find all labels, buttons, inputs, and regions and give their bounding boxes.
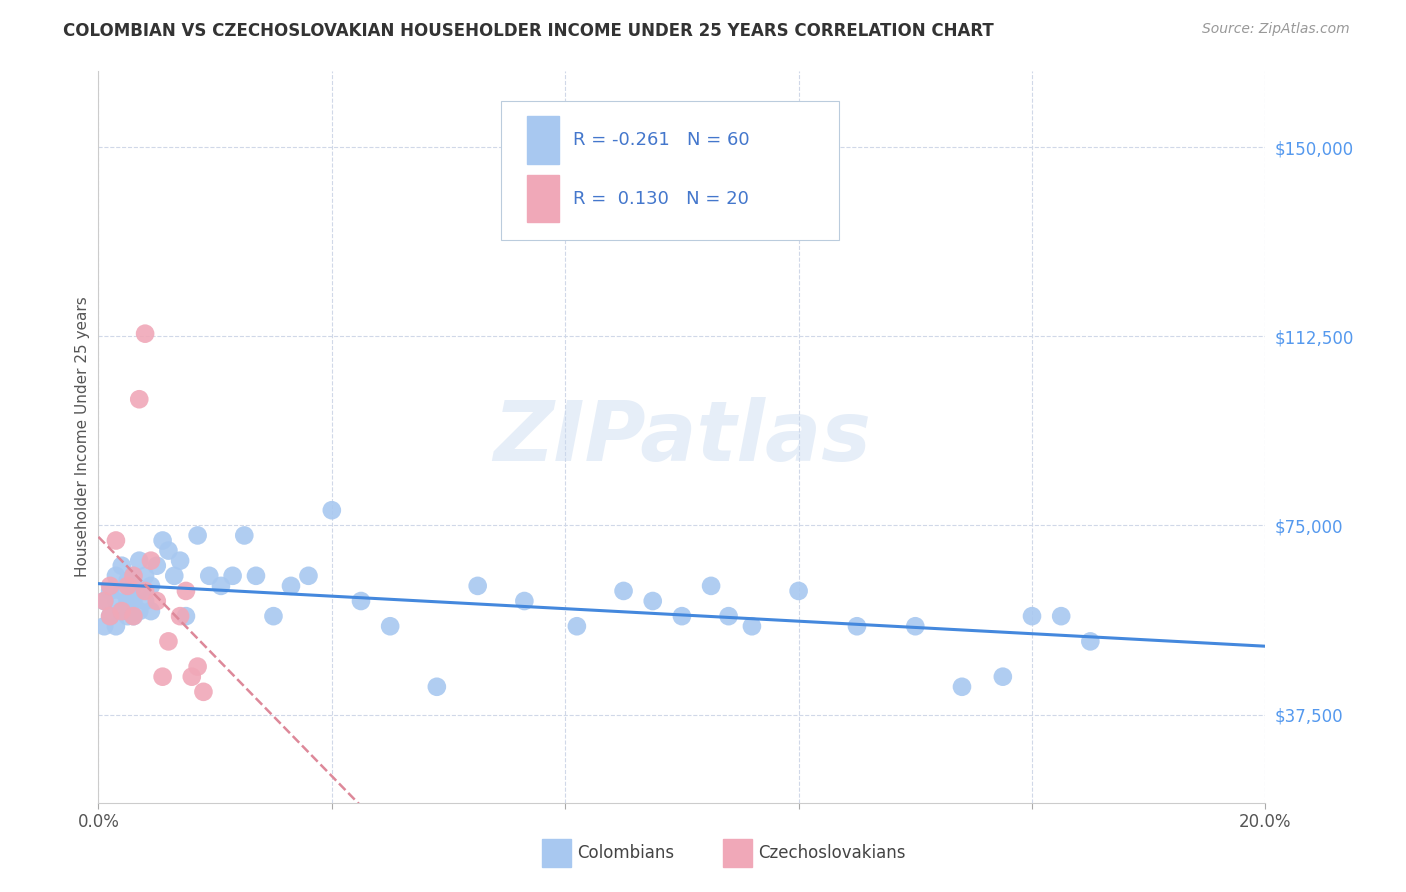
Point [98, 583, 121, 598]
Point [245, 569, 267, 583]
Point [174, 609, 197, 624]
Point [152, 533, 174, 548]
Point [157, 543, 180, 558]
Point [380, 619, 402, 633]
Point [297, 569, 319, 583]
Point [426, 680, 449, 694]
Point [111, 558, 134, 573]
Point [128, 392, 150, 407]
Point [98, 609, 121, 624]
Bar [527, 116, 560, 164]
Point [717, 609, 740, 624]
Point [139, 554, 162, 568]
Point [741, 619, 763, 633]
Point [104, 619, 127, 633]
Point [193, 685, 215, 699]
Point [187, 528, 209, 542]
Text: R = -0.261   N = 60: R = -0.261 N = 60 [574, 131, 749, 149]
Text: Source: ZipAtlas.com: Source: ZipAtlas.com [1202, 22, 1350, 37]
Point [146, 594, 169, 608]
Point [1050, 609, 1073, 624]
Point [233, 528, 256, 542]
Point [157, 634, 180, 648]
Point [104, 533, 127, 548]
Bar [527, 175, 560, 222]
Point [128, 583, 150, 598]
Point [128, 554, 150, 568]
Point [139, 579, 162, 593]
Point [134, 583, 156, 598]
Point [163, 569, 186, 583]
Point [180, 670, 202, 684]
Point [134, 594, 156, 608]
Point [187, 659, 209, 673]
Point [104, 569, 127, 583]
Point [169, 554, 191, 568]
Point [280, 579, 302, 593]
Point [991, 670, 1014, 684]
Point [565, 619, 588, 633]
Point [169, 609, 191, 624]
Bar [723, 839, 752, 867]
Point [117, 594, 139, 608]
Point [122, 569, 145, 583]
Text: Czechoslovakians: Czechoslovakians [758, 844, 905, 863]
Point [1080, 634, 1102, 648]
Point [93, 594, 115, 608]
Point [641, 594, 664, 608]
Point [904, 619, 927, 633]
Point [321, 503, 343, 517]
Point [209, 579, 232, 593]
Text: Colombians: Colombians [576, 844, 673, 863]
Point [117, 579, 139, 593]
FancyBboxPatch shape [501, 101, 839, 240]
Point [787, 583, 810, 598]
Point [93, 594, 115, 608]
Point [122, 579, 145, 593]
Point [104, 594, 127, 608]
Point [98, 579, 121, 593]
Point [671, 609, 693, 624]
Point [262, 609, 284, 624]
Text: ZIPatlas: ZIPatlas [494, 397, 870, 477]
Point [700, 579, 723, 593]
Point [198, 569, 221, 583]
Point [117, 609, 139, 624]
Bar [541, 839, 571, 867]
Point [117, 574, 139, 588]
Point [221, 569, 243, 583]
Point [111, 604, 134, 618]
Point [128, 604, 150, 618]
Point [93, 619, 115, 633]
Text: COLOMBIAN VS CZECHOSLOVAKIAN HOUSEHOLDER INCOME UNDER 25 YEARS CORRELATION CHART: COLOMBIAN VS CZECHOSLOVAKIAN HOUSEHOLDER… [63, 22, 994, 40]
Point [350, 594, 373, 608]
Point [846, 619, 869, 633]
Text: R =  0.130   N = 20: R = 0.130 N = 20 [574, 190, 749, 208]
Point [950, 680, 973, 694]
Point [139, 604, 162, 618]
Point [134, 326, 156, 341]
Point [612, 583, 634, 598]
Point [122, 609, 145, 624]
Point [111, 583, 134, 598]
Point [513, 594, 536, 608]
Y-axis label: Householder Income Under 25 years: Householder Income Under 25 years [75, 297, 90, 577]
Point [122, 609, 145, 624]
Point [122, 569, 145, 583]
Point [134, 569, 156, 583]
Point [122, 594, 145, 608]
Point [1021, 609, 1043, 624]
Point [467, 579, 489, 593]
Point [98, 609, 121, 624]
Point [146, 558, 169, 573]
Point [152, 670, 174, 684]
Point [111, 604, 134, 618]
Point [174, 583, 197, 598]
